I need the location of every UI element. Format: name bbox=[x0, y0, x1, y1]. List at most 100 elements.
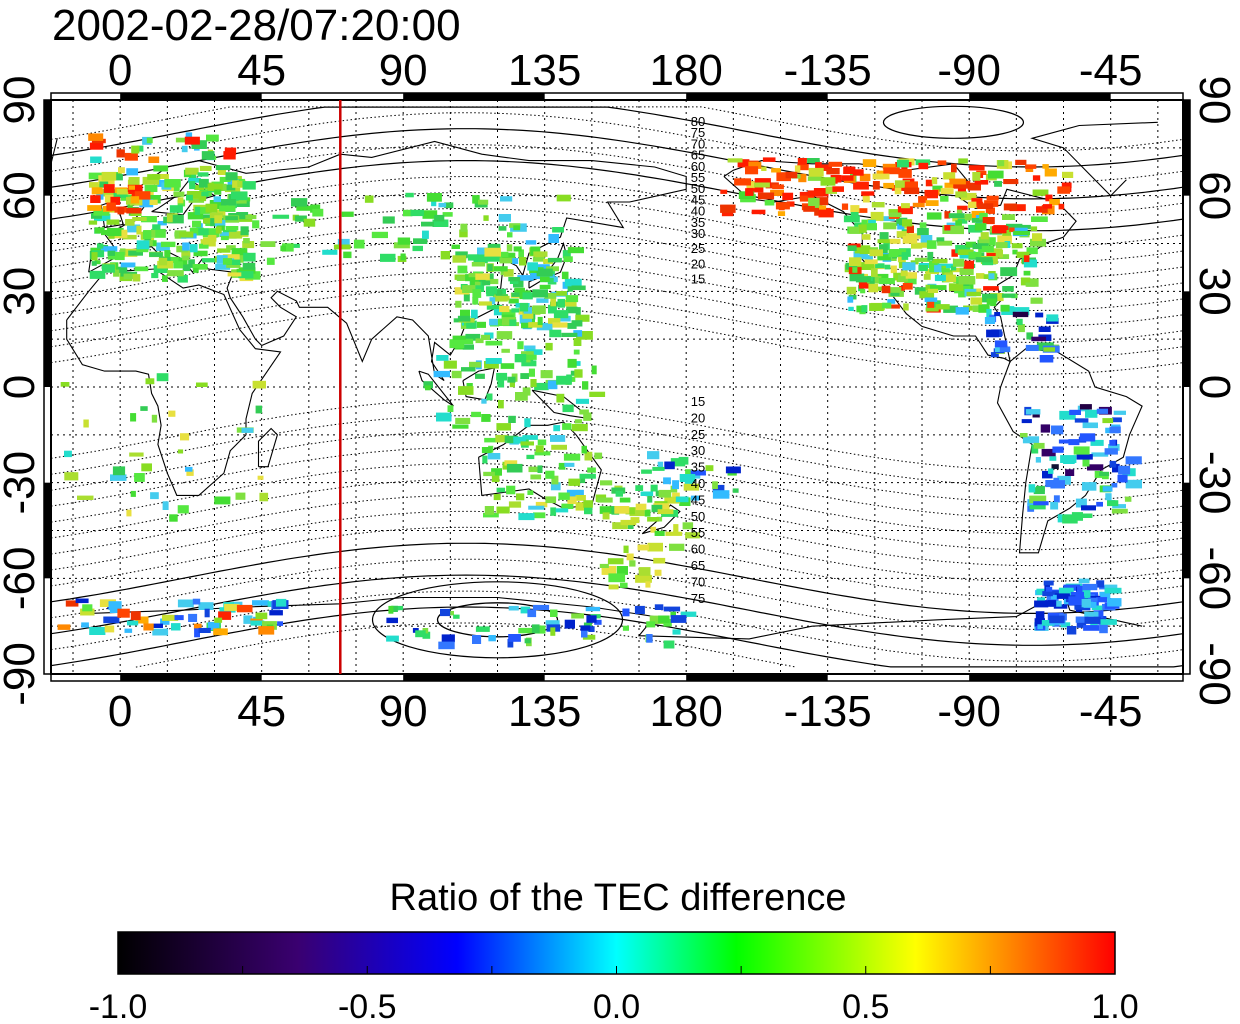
tec-cell bbox=[440, 251, 450, 260]
tec-cell bbox=[1109, 460, 1117, 468]
tec-cell bbox=[1029, 505, 1046, 510]
tec-cell bbox=[221, 199, 236, 206]
tec-cell bbox=[227, 272, 242, 277]
tec-cell bbox=[1118, 465, 1131, 475]
tec-cell bbox=[275, 598, 287, 607]
tec-cell bbox=[999, 346, 1011, 353]
tec-cell bbox=[535, 625, 546, 634]
tec-cell bbox=[896, 218, 902, 226]
tec-cell bbox=[620, 582, 628, 588]
tec-cell bbox=[1073, 446, 1090, 455]
tec-cell bbox=[488, 635, 496, 642]
tec-cell bbox=[1053, 477, 1060, 484]
tec-cell bbox=[185, 132, 193, 140]
contour-label: 70 bbox=[691, 574, 705, 589]
tec-cell bbox=[223, 151, 236, 160]
tec-cell bbox=[242, 241, 255, 249]
tec-cell bbox=[749, 185, 764, 193]
tec-cell bbox=[483, 471, 495, 477]
tec-cell bbox=[524, 638, 531, 644]
tec-cell bbox=[564, 278, 582, 287]
coastline bbox=[66, 268, 282, 496]
tec-cell bbox=[1030, 226, 1038, 232]
tec-cell bbox=[536, 268, 553, 277]
tec-cell bbox=[782, 192, 794, 201]
contour-label: 20 bbox=[691, 410, 705, 425]
tec-cell bbox=[238, 267, 256, 274]
mag-lat-contour bbox=[51, 144, 1183, 216]
tec-cell bbox=[185, 466, 193, 472]
tec-cell bbox=[1030, 297, 1043, 304]
tec-cell bbox=[145, 378, 155, 385]
tec-cell bbox=[180, 433, 190, 441]
tec-cell bbox=[198, 228, 209, 236]
tec-cell bbox=[142, 176, 160, 185]
contour-label: 30 bbox=[691, 226, 705, 241]
tec-cell bbox=[545, 342, 553, 351]
tec-cell bbox=[459, 229, 468, 238]
tec-cell bbox=[203, 218, 216, 224]
tec-cell bbox=[1070, 591, 1084, 598]
tec-cell bbox=[1002, 214, 1015, 220]
tec-cell bbox=[955, 245, 971, 254]
tec-cell bbox=[527, 609, 537, 618]
map-plot-area: 8075706560555045403530252015152025303540… bbox=[50, 99, 1184, 675]
tec-cell bbox=[462, 285, 476, 293]
tec-cell bbox=[485, 256, 495, 261]
tec-cell bbox=[127, 184, 143, 193]
tec-cell bbox=[575, 398, 589, 404]
tec-cell bbox=[970, 297, 983, 305]
tec-cell bbox=[879, 216, 895, 222]
tec-cell bbox=[1051, 464, 1059, 469]
tec-cell bbox=[451, 244, 460, 249]
axis-segment bbox=[120, 93, 262, 100]
tec-cell bbox=[599, 563, 609, 568]
tec-cell bbox=[1066, 626, 1077, 635]
tec-cell bbox=[868, 283, 879, 293]
contour-label: 75 bbox=[691, 125, 705, 140]
tec-cell bbox=[862, 196, 870, 203]
coastline bbox=[418, 370, 454, 407]
tec-cell bbox=[177, 197, 184, 204]
tec-cell bbox=[918, 162, 929, 170]
tec-cell bbox=[126, 168, 139, 176]
tec-cell bbox=[484, 361, 499, 369]
tec-cell bbox=[153, 265, 168, 273]
tec-cell bbox=[556, 194, 571, 202]
tec-cell bbox=[106, 219, 120, 225]
tec-cell bbox=[496, 506, 510, 514]
tec-cell bbox=[1039, 355, 1054, 363]
tec-cell bbox=[550, 482, 561, 491]
tec-cell bbox=[521, 322, 533, 329]
tec-cell bbox=[88, 172, 103, 180]
tec-cell bbox=[469, 285, 485, 292]
contour-label: 25 bbox=[691, 427, 705, 442]
tec-cell bbox=[108, 601, 122, 611]
tec-cell bbox=[808, 197, 820, 206]
tec-cell bbox=[213, 196, 221, 203]
tec-cell bbox=[997, 160, 1005, 167]
tec-cell bbox=[1099, 591, 1111, 599]
tec-cell bbox=[555, 508, 569, 513]
tec-cell bbox=[107, 250, 116, 256]
tec-cell bbox=[465, 333, 481, 341]
tec-cell bbox=[128, 250, 143, 256]
tec-cell bbox=[526, 349, 543, 355]
tec-cell bbox=[225, 226, 239, 231]
axis-segment bbox=[44, 100, 51, 196]
tec-cell bbox=[148, 156, 160, 163]
tec-cell bbox=[1096, 408, 1108, 414]
tec-cell bbox=[856, 305, 863, 313]
tec-cell bbox=[242, 262, 256, 270]
tec-cell bbox=[496, 423, 511, 431]
tec-cell bbox=[915, 159, 931, 166]
tec-cell bbox=[528, 368, 535, 377]
tec-cell bbox=[978, 236, 990, 244]
tec-cell bbox=[547, 380, 558, 390]
tec-cell bbox=[194, 206, 201, 215]
tec-cell bbox=[192, 264, 208, 270]
tec-cell bbox=[807, 190, 824, 197]
tec-cell bbox=[534, 451, 551, 456]
tec-cell bbox=[513, 225, 521, 231]
tec-cell bbox=[483, 512, 499, 518]
